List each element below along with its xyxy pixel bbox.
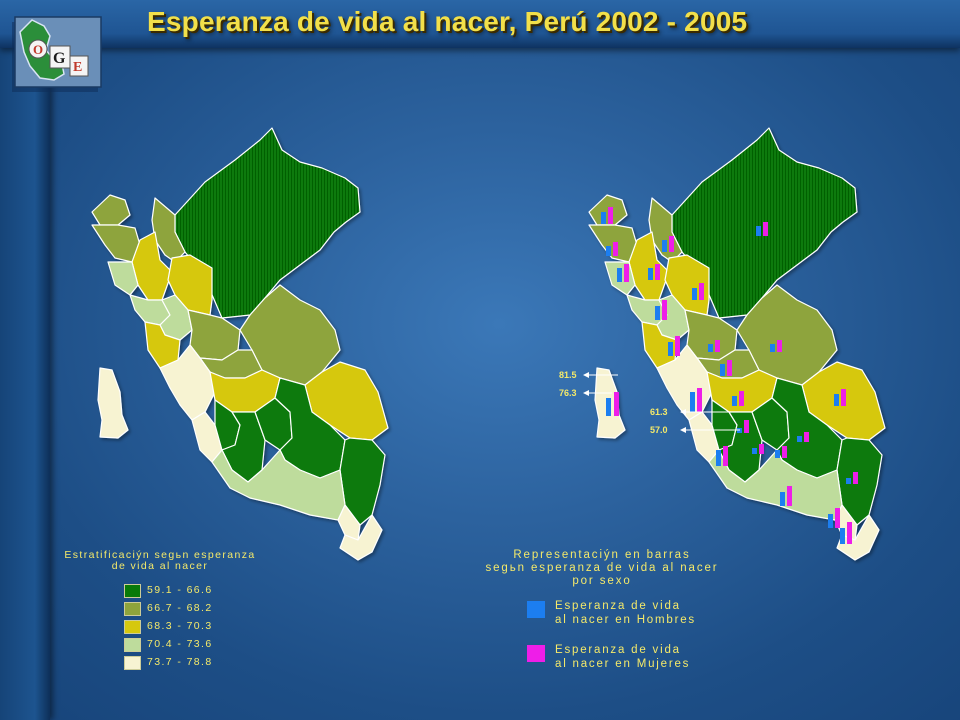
legend-title-line: de vida al nacer <box>111 560 209 572</box>
oge-logo: O G E <box>12 16 102 92</box>
legend-label-line: Esperanza de vida <box>555 644 681 656</box>
legend-label-line: al nacer en Hombres <box>555 614 696 626</box>
legend-label: 73.7 - 78.8 <box>147 656 213 668</box>
bar-pair <box>846 472 858 484</box>
right-map <box>588 127 886 561</box>
bar-pair <box>617 264 629 282</box>
bar-pair <box>834 389 846 406</box>
region-ancash <box>144 321 181 369</box>
legend-label: 70.4 - 73.6 <box>147 638 213 650</box>
legend-swatch <box>124 584 141 598</box>
region-moquegua <box>337 504 361 541</box>
bar-pair <box>708 340 720 352</box>
legend-label-men: Esperanza de vida al nacer en Hombres <box>555 599 696 627</box>
island-callao <box>97 367 129 439</box>
women-swatch <box>527 645 545 662</box>
legend-label-line: al nacer en Mujeres <box>555 658 691 670</box>
region-arequipa <box>708 449 843 521</box>
region-tacna <box>339 514 383 561</box>
legend-title-line: Estratificaciýn segьn esperanza <box>64 549 256 561</box>
bar-pair <box>840 522 852 544</box>
region-arequipa <box>211 449 346 521</box>
bar-pair <box>606 392 619 416</box>
callout-min-men: 57.0 <box>650 425 668 435</box>
callout-max-women: 81.5 <box>559 370 577 380</box>
logo-letter-o: O <box>33 42 43 57</box>
bar-pair <box>716 446 728 466</box>
bar-pair <box>732 391 744 406</box>
region-piura <box>91 224 141 263</box>
callout-min-women: 61.3 <box>650 407 668 417</box>
bars-legend-title: Representaciýn en barras segьn esperanza… <box>462 549 742 588</box>
bar-pair <box>648 264 660 280</box>
logo-letter-e: E <box>73 60 82 75</box>
legend-swatch <box>124 602 141 616</box>
bar-pairs <box>601 207 858 544</box>
legend-swatch <box>124 638 141 652</box>
bar-pair <box>752 444 764 454</box>
top-border-band <box>0 0 960 48</box>
legend-title-line: Representaciýn en barras <box>513 549 691 561</box>
legend-label: 68.3 - 70.3 <box>147 620 213 632</box>
legend-label-line: Esperanza de vida <box>555 600 681 612</box>
stratification-legend-title: Estratificaciýn segьn esperanza de vida … <box>60 550 260 572</box>
callout-max-men: 76.3 <box>559 388 577 398</box>
bar-pair <box>662 236 674 252</box>
legend-title-line: por sexo <box>572 575 632 587</box>
legend-swatch <box>124 620 141 634</box>
bar-pair <box>606 242 618 256</box>
bar-pair <box>720 360 732 376</box>
logo-letter-g: G <box>53 50 66 67</box>
bar-pair <box>780 486 792 506</box>
legend-title-line: segьn esperanza de vida al nacer <box>485 562 719 574</box>
left-border-band <box>0 0 50 720</box>
region-lambayeque <box>107 261 139 296</box>
bar-pair <box>692 283 704 300</box>
men-swatch <box>527 601 545 618</box>
bar-pair <box>655 300 667 320</box>
region-tacna <box>836 514 880 561</box>
bar-pair <box>668 336 680 356</box>
page-title: Esperanza de vida al nacer, Perú 2002 - … <box>147 6 748 37</box>
bar-pair <box>690 388 702 412</box>
bar-pair <box>756 222 768 236</box>
left-map <box>91 127 389 561</box>
legend-label-women: Esperanza de vida al nacer en Mujeres <box>555 643 690 671</box>
legend-swatch <box>124 656 141 670</box>
legend-label: 59.1 - 66.6 <box>147 584 213 596</box>
bar-pair <box>775 446 787 458</box>
bar-pair <box>601 207 613 224</box>
bar-pair <box>828 508 840 528</box>
bar-pair <box>770 340 782 352</box>
legend-label: 66.7 - 68.2 <box>147 602 213 614</box>
callout-arrows <box>583 372 740 433</box>
region-tumbes <box>91 194 131 226</box>
bar-pair <box>797 432 809 442</box>
